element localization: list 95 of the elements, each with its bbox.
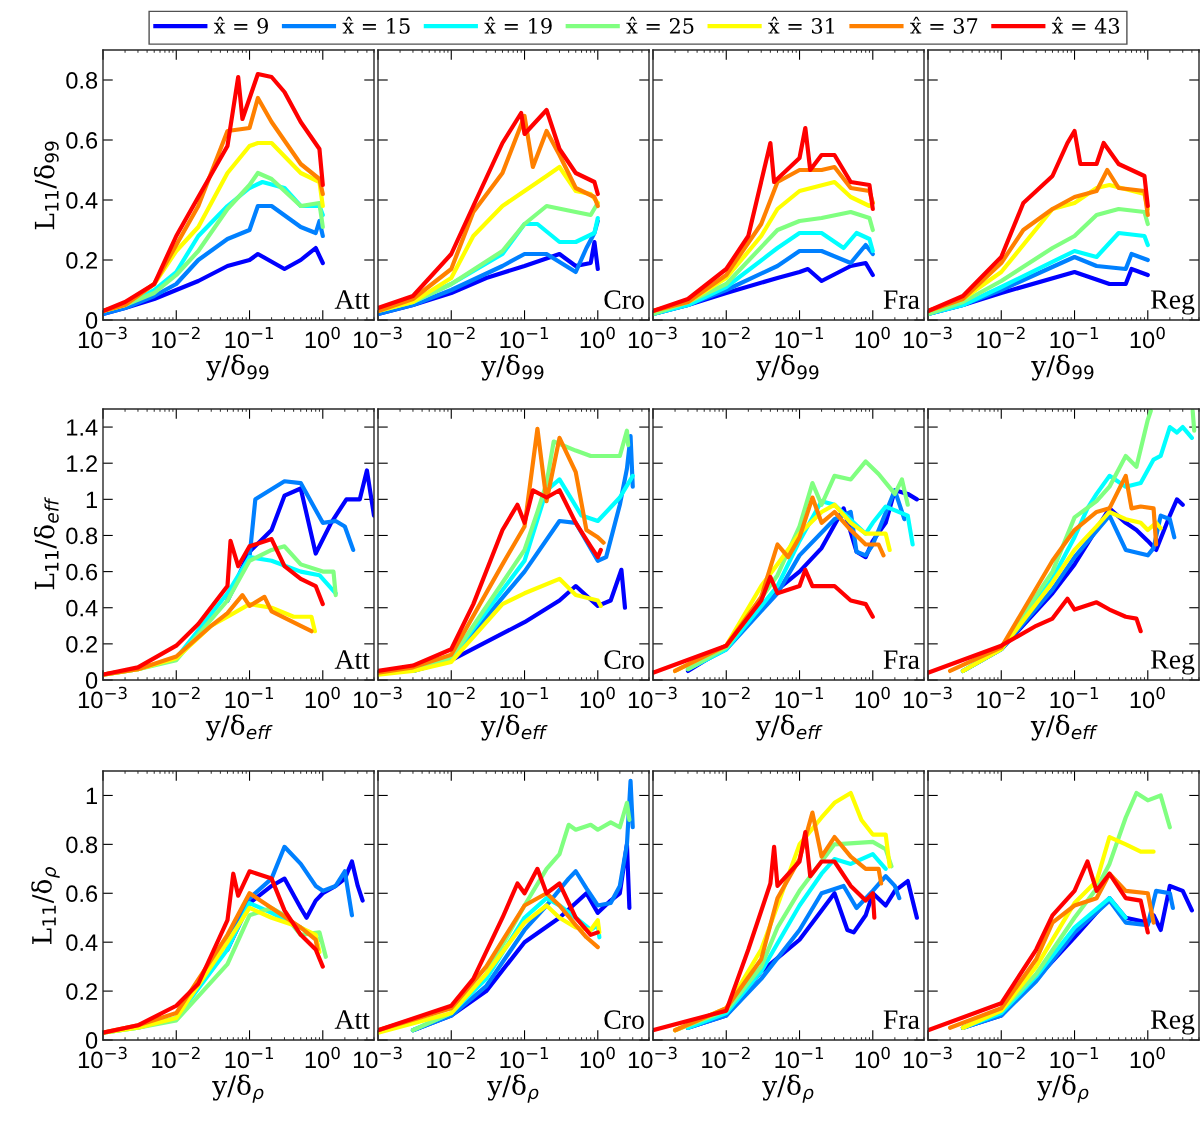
x-tick-label: 10$^{−1}$ — [500, 686, 548, 709]
annotation: Cro — [604, 1010, 644, 1029]
y-tick-label: 0.6 — [66, 132, 98, 149]
x-tick-label: 10$^{−2}$ — [427, 686, 475, 709]
x-tick-label: 10$^{−2}$ — [152, 1046, 200, 1069]
y-tick-label: 0.8 — [66, 527, 98, 545]
legend-label: x̂ = 31 — [768, 16, 834, 34]
legend-label: x̂ = 19 — [484, 16, 552, 34]
x-axis-title: y/δ$_{eff}$ — [755, 714, 823, 741]
x-tick-label: 10$^{−3}$ — [903, 686, 952, 709]
x-tick-label: 10$^{−1}$ — [500, 326, 548, 349]
y-tick-label: 0.6 — [66, 563, 98, 581]
x-axis-title: y/δ$_{eff}$ — [480, 714, 548, 741]
y-tick-label: 0.6 — [66, 885, 98, 903]
x-axis-title: y/δ$_{99}$ — [756, 354, 819, 381]
x-tick-label: 10$^{−2}$ — [977, 686, 1025, 709]
x-tick-label: 10$^{−1}$ — [1050, 1046, 1098, 1069]
x-tick-label: 10$^{0}$ — [855, 1046, 890, 1069]
y-tick-label: 0.8 — [66, 836, 98, 854]
annotation: Att — [334, 290, 370, 309]
x-axis-title: y/δ$_{eff}$ — [1030, 714, 1098, 741]
x-tick-label: 10$^{−3}$ — [628, 326, 677, 349]
annotation: Fra — [883, 650, 920, 669]
legend-label: x̂ = 37 — [910, 16, 978, 34]
x-tick-label: 10$^{−2}$ — [152, 326, 200, 349]
x-tick-label: 10$^{0}$ — [580, 1046, 615, 1069]
x-tick-label: 10$^{0}$ — [580, 326, 615, 349]
x-tick-label: 10$^{0}$ — [580, 686, 615, 709]
x-tick-label: 10$^{−1}$ — [225, 686, 273, 709]
x-tick-label: 10$^{−3}$ — [353, 326, 402, 349]
x-axis-title: y/δ$_{eff}$ — [205, 714, 273, 741]
x-tick-label: 10$^{−1}$ — [225, 1046, 273, 1069]
x-tick-label: 10$^{−2}$ — [152, 686, 200, 709]
x-tick-label: 10$^{0}$ — [855, 686, 890, 709]
x-tick-label: 10$^{−3}$ — [903, 1046, 952, 1069]
x-axis-title: y/δ$_{99}$ — [206, 354, 269, 381]
annotation: Reg — [1150, 1010, 1195, 1035]
x-tick-label: 10$^{0}$ — [1130, 326, 1165, 349]
legend-label: x̂ = 25 — [626, 16, 694, 34]
annotation: Cro — [604, 290, 644, 309]
x-tick-label: 10$^{−3}$ — [353, 1046, 402, 1069]
y-tick-label: 0.8 — [66, 72, 98, 89]
x-tick-label: 10$^{−3}$ — [353, 686, 402, 709]
x-axis-title: y/δ$_{ρ}$ — [1037, 1074, 1089, 1103]
x-tick-label: 10$^{−1}$ — [775, 1046, 823, 1069]
y-tick-label: 1 — [86, 491, 97, 508]
y-tick-label: 1.2 — [67, 455, 97, 472]
x-tick-label: 10$^{−1}$ — [775, 326, 823, 349]
x-tick-label: 10$^{0}$ — [305, 1046, 340, 1069]
x-tick-label: 10$^{−1}$ — [1050, 686, 1098, 709]
legend-label: x̂ = 9 — [213, 16, 268, 34]
annotation: Reg — [1150, 650, 1195, 675]
x-axis-title: y/δ$_{ρ}$ — [212, 1074, 264, 1103]
y-axis-title: L$_{11}$/δ$_{eff}$ — [33, 496, 59, 590]
y-tick-label: 1 — [86, 787, 97, 805]
x-tick-label: 10$^{−1}$ — [775, 686, 823, 709]
x-tick-label: 10$^{−3}$ — [903, 326, 952, 349]
annotation: Att — [334, 650, 370, 669]
legend-label: x̂ = 15 — [342, 16, 410, 34]
annotation: Fra — [883, 1010, 920, 1029]
x-axis-title: y/δ$_{ρ}$ — [487, 1074, 539, 1103]
x-tick-label: 10$^{−2}$ — [702, 1046, 750, 1069]
x-tick-label: 10$^{−2}$ — [977, 326, 1025, 349]
y-tick-label: 0.4 — [66, 934, 98, 951]
y-axis-title: L$_{11}$/δ$_{99}$ — [33, 141, 59, 230]
x-axis-title: y/δ$_{ρ}$ — [762, 1074, 814, 1103]
x-tick-label: 10$^{−1}$ — [500, 1046, 548, 1069]
x-tick-label: 10$^{0}$ — [855, 326, 890, 349]
x-tick-label: 10$^{0}$ — [1130, 686, 1165, 709]
annotation: Cro — [604, 650, 644, 669]
x-tick-label: 10$^{0}$ — [1130, 1046, 1165, 1069]
x-tick-label: 10$^{0}$ — [305, 326, 340, 349]
x-axis-title: y/δ$_{99}$ — [1031, 354, 1094, 381]
y-tick-label: 0.4 — [66, 192, 98, 209]
x-tick-label: 10$^{−2}$ — [427, 326, 475, 349]
y-tick-label: 0.2 — [66, 252, 97, 269]
annotation: Fra — [883, 290, 920, 309]
legend-label: x̂ = 43 — [1051, 16, 1120, 34]
x-tick-label: 10$^{0}$ — [305, 686, 340, 709]
x-axis-title: y/δ$_{99}$ — [481, 354, 544, 381]
y-tick-label: 0.2 — [66, 635, 97, 653]
annotation: Reg — [1150, 290, 1195, 315]
x-tick-label: 10$^{−2}$ — [427, 1046, 475, 1069]
x-tick-label: 10$^{−2}$ — [977, 1046, 1025, 1069]
x-tick-label: 10$^{−1}$ — [225, 326, 273, 349]
x-tick-label: 10$^{−3}$ — [628, 686, 677, 709]
y-tick-label: 0.2 — [66, 983, 97, 1000]
annotation: Att — [334, 1010, 370, 1029]
x-tick-label: 10$^{−1}$ — [1050, 326, 1098, 349]
y-tick-label: 1.4 — [67, 419, 98, 436]
x-tick-label: 10$^{−3}$ — [628, 1046, 677, 1069]
y-tick-label: 0.4 — [66, 599, 98, 617]
x-tick-label: 10$^{−2}$ — [702, 326, 750, 349]
y-axis-title: L$_{11}$/δ$_{ρ}$ — [31, 867, 60, 944]
x-tick-label: 10$^{−2}$ — [702, 686, 750, 709]
